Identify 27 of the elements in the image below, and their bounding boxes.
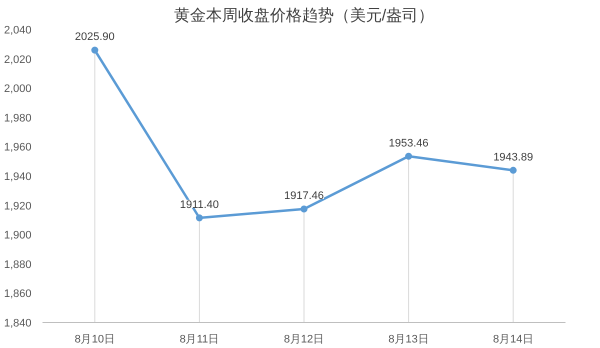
y-tick-label: 1,940 (4, 171, 32, 183)
x-tick-label: 8月11日 (180, 334, 220, 346)
chart-title: 黄金本周收盘价格趋势（美元/盎司） (174, 6, 434, 24)
y-tick-label: 2,000 (4, 83, 32, 96)
data-label: 1917.46 (284, 190, 324, 202)
x-tick-label: 8月13日 (388, 334, 429, 346)
x-tick-label: 8月14日 (493, 334, 534, 346)
y-tick-label: 1,860 (4, 288, 32, 300)
point (300, 206, 308, 213)
x-tick-label: 8月12日 (284, 334, 324, 346)
y-tick-label: 1,980 (4, 112, 32, 124)
data-label: 1911.40 (180, 198, 219, 211)
data-label: 1953.46 (388, 137, 428, 150)
point (196, 214, 203, 222)
data-label: 2025.90 (74, 31, 115, 44)
y-tick-label: 1,960 (4, 142, 32, 154)
y-tick-label: 2,040 (4, 24, 32, 36)
data-label: 1943.89 (493, 151, 534, 164)
y-tick-label: 2,020 (4, 54, 32, 66)
point (510, 166, 517, 174)
y-tick-label: 1,900 (4, 230, 32, 242)
x-tick-label: 8月10日 (74, 334, 115, 346)
point (91, 46, 98, 54)
point (405, 152, 412, 160)
y-tick-label: 1,880 (4, 258, 32, 271)
y-tick-label: 1,840 (4, 318, 32, 330)
y-tick-label: 1,920 (4, 200, 32, 212)
